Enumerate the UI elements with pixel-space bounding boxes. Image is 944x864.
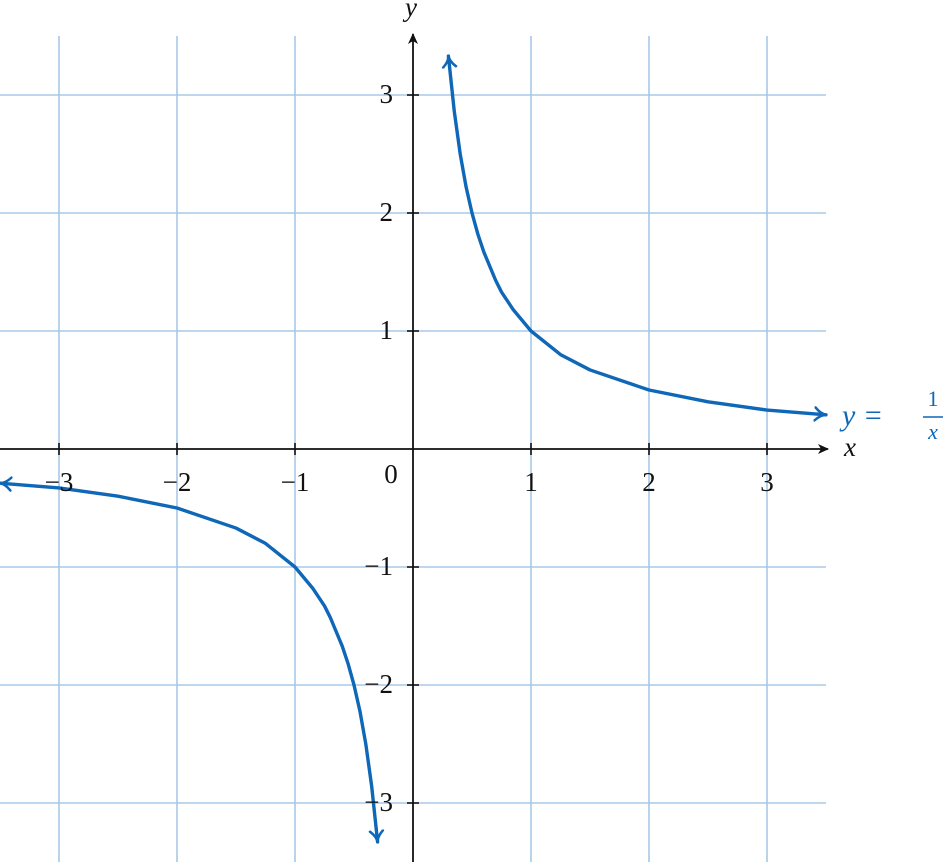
x-tick-label: −3 bbox=[45, 467, 74, 497]
curve-label-lhs: y = bbox=[839, 399, 883, 432]
origin-label: 0 bbox=[384, 459, 398, 489]
curve-label-denominator: x bbox=[927, 419, 938, 444]
y-axis-label: y bbox=[402, 0, 417, 22]
curve bbox=[0, 483, 378, 844]
x-tick-label: 3 bbox=[760, 467, 774, 497]
curve-label: y = 1 x bbox=[839, 386, 943, 444]
curve bbox=[448, 54, 828, 415]
y-tick-label: −2 bbox=[364, 669, 393, 699]
labels: −3 −2 −1 1 2 3 −3 −2 −1 1 2 3 x y 0 y = 1 x bbox=[45, 0, 943, 817]
x-tick-label: 1 bbox=[524, 467, 538, 497]
x-axis-label: x bbox=[843, 432, 856, 462]
curve-label-numerator: 1 bbox=[928, 386, 939, 411]
y-tick-label: −3 bbox=[364, 787, 393, 817]
axes bbox=[0, 33, 829, 862]
curves bbox=[0, 54, 828, 844]
x-tick-label: 2 bbox=[642, 467, 656, 497]
y-tick-label: 2 bbox=[380, 197, 394, 227]
x-tick-label: −1 bbox=[281, 467, 310, 497]
y-tick-label: −1 bbox=[364, 551, 393, 581]
x-tick-label: −2 bbox=[163, 467, 192, 497]
y-tick-label: 3 bbox=[380, 79, 394, 109]
y-tick-label: 1 bbox=[380, 315, 394, 345]
